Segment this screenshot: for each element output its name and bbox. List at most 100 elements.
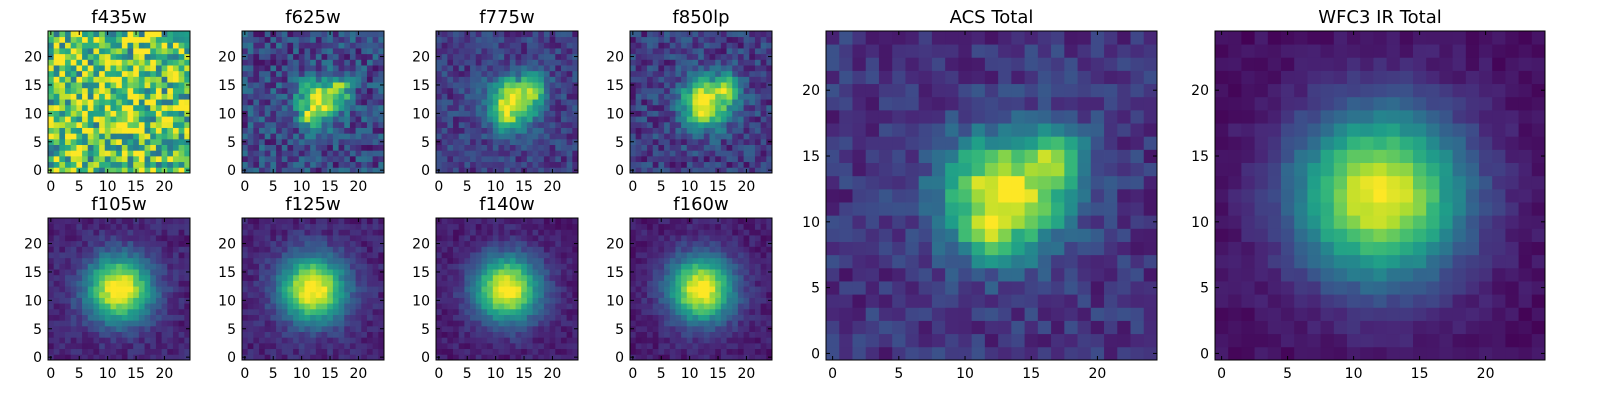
heatmap-cell (366, 286, 374, 293)
heatmap-cell (749, 31, 756, 38)
heatmap-cell (65, 348, 72, 355)
heatmap-cell (543, 59, 550, 66)
heatmap-cell (155, 314, 162, 321)
heatmap-cell (138, 320, 145, 327)
heatmap-cell (259, 308, 266, 315)
heatmap-cell (48, 155, 55, 163)
heatmap-cell (549, 314, 556, 321)
heatmap-cell (82, 269, 89, 276)
heatmap-cell (703, 53, 710, 60)
heatmap-cell (458, 314, 465, 321)
heatmap-cell (698, 133, 705, 140)
heatmap-cell (720, 65, 727, 72)
heatmap-cell (99, 269, 106, 276)
heatmap-cell (53, 354, 60, 361)
heatmap-cell (681, 53, 688, 60)
heatmap-cell (498, 246, 505, 253)
heatmap-cell (327, 59, 334, 66)
heatmap-cell (509, 70, 516, 77)
heatmap-cell (441, 218, 448, 225)
heatmap-cell (743, 138, 750, 145)
heatmap-cell (760, 104, 767, 111)
heatmap-cell (310, 235, 317, 242)
heatmap-cell (470, 116, 477, 123)
heatmap-cell (138, 223, 145, 230)
heatmap-cell (572, 48, 579, 55)
heatmap-cell (332, 53, 339, 60)
heatmap-cell (498, 240, 505, 247)
heatmap-cell (549, 286, 556, 293)
heatmap-cell (270, 138, 277, 145)
heatmap-cell (150, 303, 157, 310)
heatmap-cell (366, 229, 374, 236)
heatmap-cell (572, 223, 579, 230)
heatmap-cell (492, 155, 499, 163)
heatmap-cell (76, 246, 83, 253)
heatmap-cell (281, 133, 288, 140)
heatmap-cell (327, 229, 334, 236)
heatmap-cell (378, 235, 385, 242)
heatmap-cell (138, 291, 145, 298)
heatmap-cell (686, 99, 693, 106)
heatmap-cell (641, 104, 648, 111)
heatmap-cell (692, 286, 699, 293)
heatmap-cell (264, 314, 271, 321)
heatmap-cell (264, 223, 271, 230)
heatmap-cell (298, 48, 305, 55)
heatmap-cell (327, 116, 334, 123)
heatmap-cell (264, 291, 271, 298)
heatmap-cell (338, 133, 345, 140)
heatmap-cell (572, 76, 579, 83)
heatmap-cell (378, 70, 385, 77)
heatmap-cell (521, 161, 528, 168)
heatmap-cell (178, 87, 185, 94)
heatmap-cell (247, 82, 254, 89)
heatmap-cell (167, 31, 174, 38)
heatmap-cell (361, 303, 368, 310)
heatmap-cell (555, 87, 562, 94)
heatmap-cell (259, 337, 266, 344)
heatmap-cell (116, 70, 123, 77)
heatmap-cell (253, 87, 260, 94)
heatmap-cell (310, 127, 317, 134)
heatmap-cell (361, 53, 368, 60)
heatmap-cell (641, 286, 648, 293)
heatmap-cell (498, 65, 505, 72)
heatmap-cell (184, 235, 191, 242)
heatmap-cell (703, 286, 710, 293)
heatmap-cell (549, 246, 556, 253)
heatmap-cell (76, 235, 83, 242)
heatmap-cell (366, 161, 374, 168)
heatmap-cell (110, 291, 117, 298)
heatmap-cell (178, 138, 185, 145)
heatmap-cell (492, 342, 499, 350)
heatmap-cell (70, 218, 77, 225)
heatmap-cell (161, 274, 168, 281)
x-tick-label: 0 (240, 366, 249, 382)
heatmap-cell (247, 257, 254, 264)
heatmap-cell (281, 337, 288, 344)
heatmap-cell (76, 121, 83, 128)
heatmap-cell (487, 82, 494, 89)
heatmap-cell (743, 314, 750, 321)
heatmap-cell (737, 93, 744, 100)
heatmap-cell (138, 286, 145, 293)
heatmap-cell (355, 308, 362, 315)
heatmap-cell (498, 354, 505, 361)
heatmap-cell (184, 144, 191, 151)
heatmap-cell (720, 291, 727, 298)
heatmap-cell (144, 348, 151, 355)
heatmap-cell (453, 257, 460, 264)
heatmap-cell (327, 110, 334, 117)
heatmap-cell (344, 59, 351, 66)
heatmap-cell (641, 127, 648, 134)
heatmap-cell (566, 308, 573, 315)
heatmap-cell (703, 70, 710, 77)
heatmap-cell (321, 127, 328, 134)
heatmap-cell (104, 240, 111, 247)
heatmap-cell (492, 93, 499, 100)
heatmap-cell (641, 342, 648, 350)
heatmap-cell (82, 337, 89, 344)
heatmap-cell (87, 93, 94, 100)
heatmap-cell (287, 82, 294, 89)
